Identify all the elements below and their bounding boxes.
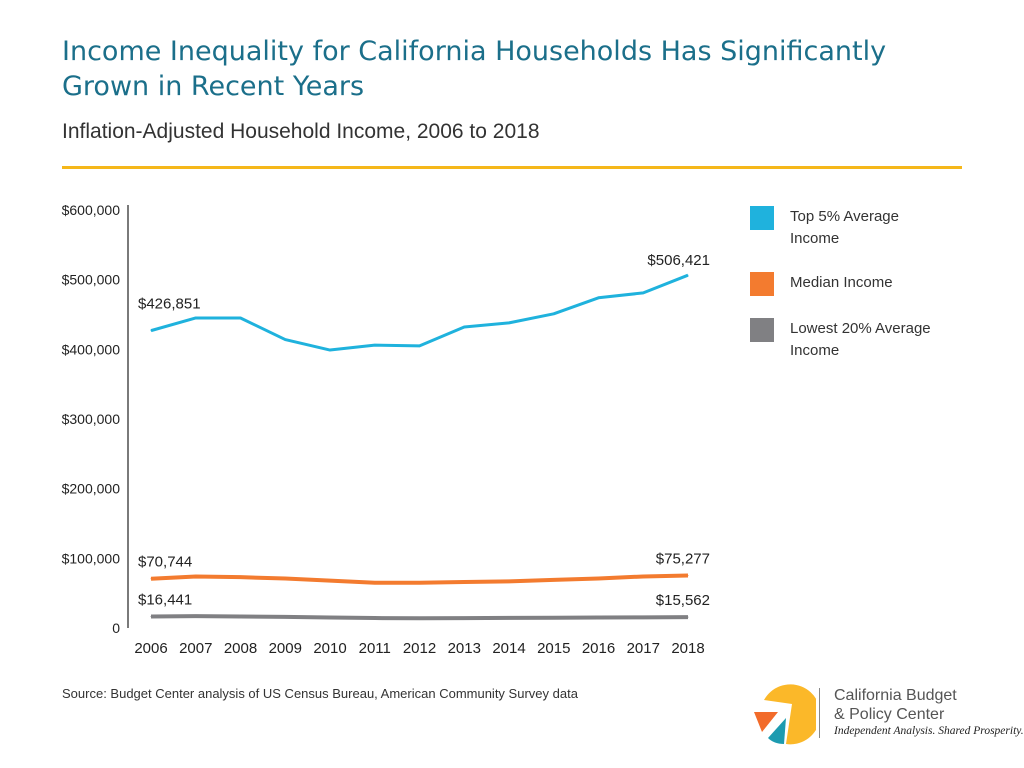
x-tick-label: 2008 bbox=[224, 640, 257, 657]
data-point bbox=[284, 339, 286, 341]
data-point bbox=[508, 617, 510, 619]
data-point bbox=[240, 616, 241, 618]
y-tick-label: $600,000 bbox=[62, 202, 121, 218]
legend-item: Top 5% Average Income bbox=[750, 206, 950, 250]
chart-title: Income Inequality for California Househo… bbox=[62, 36, 887, 102]
x-tick-label: 2010 bbox=[313, 640, 346, 657]
data-point bbox=[553, 617, 555, 619]
logo-mark bbox=[754, 684, 816, 745]
data-point bbox=[329, 617, 331, 619]
x-tick-label: 2007 bbox=[179, 640, 212, 657]
x-tick-label: 2018 bbox=[671, 640, 704, 657]
x-tick-label: 2013 bbox=[448, 640, 481, 657]
y-tick-label: $100,000 bbox=[62, 550, 121, 566]
data-point bbox=[687, 575, 689, 577]
data-point bbox=[642, 616, 644, 618]
x-tick-label: 2015 bbox=[537, 640, 570, 657]
logo-divider bbox=[819, 688, 820, 738]
title-divider bbox=[62, 166, 962, 169]
x-tick-label: 2014 bbox=[492, 640, 525, 657]
data-point bbox=[419, 582, 420, 584]
data-point bbox=[329, 349, 331, 351]
data-point bbox=[598, 297, 599, 299]
series-line-1 bbox=[150, 573, 689, 585]
source-note: Source: Budget Center analysis of US Cen… bbox=[62, 686, 578, 701]
legend-label: Median Income bbox=[790, 274, 893, 291]
x-tick-label: 2011 bbox=[359, 640, 391, 657]
data-point bbox=[463, 326, 465, 328]
y-tick-label: $200,000 bbox=[62, 481, 121, 497]
data-point bbox=[284, 578, 286, 580]
legend-item: Median Income bbox=[750, 272, 950, 296]
data-point bbox=[463, 581, 465, 583]
y-tick-label: $400,000 bbox=[62, 341, 121, 357]
data-point bbox=[150, 578, 152, 580]
legend-item: Lowest 20% Average Income bbox=[750, 318, 950, 362]
legend-label: Lowest 20% Average Income bbox=[790, 320, 931, 359]
data-point bbox=[240, 317, 241, 319]
y-tick-label: $300,000 bbox=[62, 411, 121, 427]
logo-tagline: Independent Analysis. Shared Prosperity. bbox=[834, 725, 1024, 737]
data-point bbox=[598, 578, 599, 580]
data-label-first: $70,744 bbox=[138, 554, 192, 571]
data-point bbox=[508, 322, 510, 324]
data-point bbox=[195, 615, 197, 617]
series-line-0 bbox=[150, 273, 689, 352]
logo-line2: & Policy Center bbox=[834, 706, 945, 723]
data-label-last: $506,421 bbox=[647, 252, 710, 269]
data-point bbox=[284, 616, 286, 618]
data-point bbox=[150, 330, 152, 332]
legend-label: Top 5% Average Income bbox=[790, 208, 899, 247]
x-tick-label: 2017 bbox=[627, 640, 660, 657]
legend: Top 5% Average Income Median Income Lowest… bbox=[750, 206, 950, 384]
data-point bbox=[195, 575, 197, 577]
legend-swatch bbox=[750, 318, 774, 342]
x-tick-label: 2006 bbox=[134, 640, 167, 657]
data-point bbox=[374, 344, 376, 346]
data-point bbox=[508, 580, 510, 582]
chart-subtitle: Inflation-Adjusted Household Income, 200… bbox=[62, 120, 540, 143]
data-point bbox=[374, 582, 376, 584]
x-tick-label: 2016 bbox=[582, 640, 615, 657]
data-point bbox=[150, 616, 152, 618]
data-label-last: $15,562 bbox=[656, 592, 710, 609]
legend-swatch bbox=[750, 272, 774, 296]
data-label-first: $16,441 bbox=[138, 592, 192, 609]
data-point bbox=[598, 617, 599, 619]
data-point bbox=[553, 313, 555, 315]
data-point bbox=[195, 317, 197, 319]
y-tick-label: $500,000 bbox=[62, 272, 121, 288]
legend-swatch bbox=[750, 206, 774, 230]
data-point bbox=[463, 617, 465, 619]
data-point bbox=[687, 274, 689, 276]
logo-text: California Budget & Policy Center bbox=[834, 686, 957, 724]
data-label-first: $426,851 bbox=[138, 296, 201, 313]
data-point bbox=[642, 575, 644, 577]
x-tick-label: 2012 bbox=[403, 640, 436, 657]
data-point bbox=[374, 617, 376, 619]
x-tick-label: 2009 bbox=[269, 640, 302, 657]
data-point bbox=[329, 580, 331, 582]
data-point bbox=[553, 579, 555, 581]
logo-line1: California Budget bbox=[834, 687, 957, 704]
data-point bbox=[419, 345, 420, 347]
data-point bbox=[687, 616, 689, 618]
data-point bbox=[240, 576, 241, 578]
data-point bbox=[642, 292, 644, 294]
y-tick-label: 0 bbox=[112, 620, 120, 636]
data-point bbox=[419, 617, 420, 619]
data-label-last: $75,277 bbox=[656, 551, 710, 568]
